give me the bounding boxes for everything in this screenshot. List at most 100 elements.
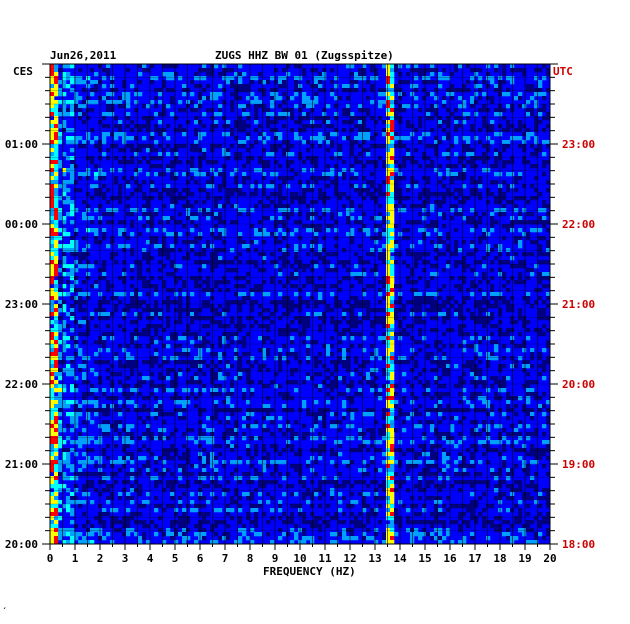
heat-cell — [386, 68, 391, 73]
heat-cell — [366, 300, 371, 305]
heat-cell — [402, 356, 407, 361]
heat-cell — [390, 388, 395, 393]
heat-cell — [290, 308, 295, 313]
heat-cell — [86, 100, 91, 105]
heat-cell — [474, 164, 479, 169]
heat-cell — [190, 92, 195, 97]
heat-cell — [134, 320, 139, 325]
heat-cell — [62, 252, 67, 257]
heat-cell — [306, 112, 311, 117]
heat-cell — [442, 68, 447, 73]
heat-cell — [378, 212, 383, 217]
heat-cell — [246, 400, 251, 405]
heat-cell — [538, 448, 543, 453]
heat-cell — [342, 192, 347, 197]
heat-cell — [154, 236, 159, 241]
heat-cell — [450, 416, 455, 421]
heat-cell — [502, 196, 507, 201]
heat-cell — [426, 76, 431, 81]
heat-cell — [546, 448, 551, 453]
heat-cell — [122, 448, 127, 453]
heat-cell — [482, 384, 487, 389]
heat-cell — [294, 388, 299, 393]
heat-cell — [54, 400, 59, 405]
heat-cell — [70, 240, 75, 245]
heat-cell — [54, 336, 59, 341]
heat-cell — [286, 228, 291, 233]
heat-cell — [86, 456, 91, 461]
heat-cell — [50, 336, 55, 341]
heat-cell — [394, 144, 399, 149]
heat-cell — [538, 244, 543, 249]
heat-cell — [314, 80, 319, 85]
heat-cell — [390, 120, 395, 125]
heat-cell — [418, 424, 423, 429]
heat-cell — [66, 248, 71, 253]
heat-cell — [106, 404, 111, 409]
heat-cell — [474, 136, 479, 141]
heat-cell — [154, 312, 159, 317]
heat-cell — [430, 276, 435, 281]
heat-cell — [66, 404, 71, 409]
heat-cell — [458, 96, 463, 101]
heat-cell — [438, 120, 443, 125]
heat-cell — [202, 372, 207, 377]
heat-cell — [366, 408, 371, 413]
heat-cell — [314, 264, 319, 269]
heat-cell — [306, 408, 311, 413]
heat-cell — [390, 144, 395, 149]
heat-cell — [486, 168, 491, 173]
heat-cell — [390, 212, 395, 217]
heat-cell — [430, 352, 435, 357]
heat-cell — [346, 136, 351, 141]
heat-cell — [222, 324, 227, 329]
heat-cell — [390, 424, 395, 429]
heat-cell — [350, 320, 355, 325]
heat-cell — [378, 336, 383, 341]
heat-cell — [482, 300, 487, 305]
heat-cell — [534, 240, 539, 245]
heat-cell — [438, 212, 443, 217]
heat-cell — [222, 340, 227, 345]
heat-cell — [218, 372, 223, 377]
heat-cell — [458, 380, 463, 385]
heat-cell — [206, 324, 211, 329]
heat-cell — [278, 240, 283, 245]
heat-cell — [386, 288, 391, 293]
heat-cell — [238, 292, 243, 297]
heat-cell — [166, 152, 171, 157]
heat-cell — [390, 284, 395, 289]
heat-cell — [214, 312, 219, 317]
heat-cell — [162, 412, 167, 417]
heat-cell — [358, 136, 363, 141]
heat-cell — [130, 84, 135, 89]
heat-cell — [178, 372, 183, 377]
heat-cell — [70, 272, 75, 277]
heat-cell — [474, 80, 479, 85]
heat-cell — [502, 64, 507, 69]
heat-cell — [362, 132, 367, 137]
heat-cell — [534, 428, 539, 433]
heat-cell — [162, 384, 167, 389]
heat-cell — [238, 96, 243, 101]
heat-cell — [150, 220, 155, 225]
heat-cell — [106, 92, 111, 97]
heat-cell — [486, 448, 491, 453]
heat-cell — [270, 432, 275, 437]
heat-cell — [230, 268, 235, 273]
heat-cell — [482, 256, 487, 261]
heat-cell — [506, 396, 511, 401]
heat-cell — [542, 348, 547, 353]
heat-cell — [166, 388, 171, 393]
heat-cell — [146, 220, 151, 225]
heat-cell — [482, 336, 487, 341]
heat-cell — [134, 344, 139, 349]
heat-cell — [62, 84, 67, 89]
heat-cell — [450, 216, 455, 221]
heat-cell — [306, 280, 311, 285]
heat-cell — [294, 132, 299, 137]
heat-cell — [254, 408, 259, 413]
heat-cell — [238, 240, 243, 245]
heat-cell — [62, 384, 67, 389]
heat-cell — [142, 432, 147, 437]
